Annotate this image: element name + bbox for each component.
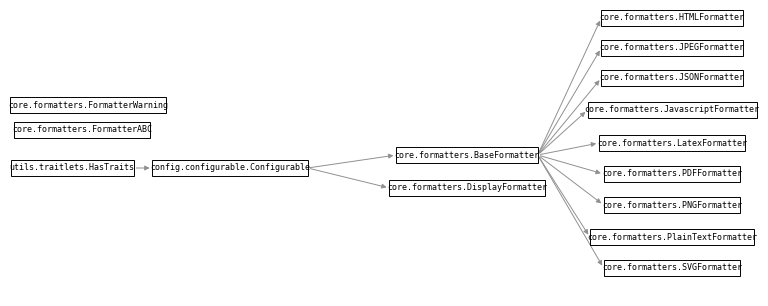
Text: core.formatters.PlainTextFormatter: core.formatters.PlainTextFormatter xyxy=(587,233,757,241)
Text: core.formatters.FormatterABC: core.formatters.FormatterABC xyxy=(12,125,152,135)
FancyBboxPatch shape xyxy=(11,97,166,113)
FancyBboxPatch shape xyxy=(604,260,740,276)
FancyBboxPatch shape xyxy=(11,160,134,176)
FancyBboxPatch shape xyxy=(152,160,308,176)
FancyBboxPatch shape xyxy=(604,197,740,213)
FancyBboxPatch shape xyxy=(601,10,743,26)
Text: core.formatters.DisplayFormatter: core.formatters.DisplayFormatter xyxy=(387,184,547,192)
Text: core.formatters.SVGFormatter: core.formatters.SVGFormatter xyxy=(602,263,742,273)
FancyBboxPatch shape xyxy=(599,135,745,151)
Text: core.formatters.JPEGFormatter: core.formatters.JPEGFormatter xyxy=(600,43,744,53)
Text: core.formatters.JSONFormatter: core.formatters.JSONFormatter xyxy=(600,73,744,83)
Text: core.formatters.PDFFormatter: core.formatters.PDFFormatter xyxy=(602,170,742,178)
Text: core.formatters.BaseFormatter: core.formatters.BaseFormatter xyxy=(395,151,539,159)
FancyBboxPatch shape xyxy=(590,229,754,245)
Text: utils.traitlets.HasTraits: utils.traitlets.HasTraits xyxy=(9,163,134,173)
Text: config.configurable.Configurable: config.configurable.Configurable xyxy=(150,163,310,173)
Text: core.formatters.JavascriptFormatter: core.formatters.JavascriptFormatter xyxy=(584,106,760,114)
FancyBboxPatch shape xyxy=(601,40,743,56)
FancyBboxPatch shape xyxy=(389,180,545,196)
Text: core.formatters.LatexFormatter: core.formatters.LatexFormatter xyxy=(597,139,747,147)
FancyBboxPatch shape xyxy=(396,147,538,163)
FancyBboxPatch shape xyxy=(601,70,743,86)
Text: core.formatters.PNGFormatter: core.formatters.PNGFormatter xyxy=(602,200,742,210)
FancyBboxPatch shape xyxy=(604,166,740,182)
Text: core.formatters.FormatterWarning: core.formatters.FormatterWarning xyxy=(8,100,168,110)
FancyBboxPatch shape xyxy=(588,102,756,118)
Text: core.formatters.HTMLFormatter: core.formatters.HTMLFormatter xyxy=(600,13,744,23)
FancyBboxPatch shape xyxy=(14,122,151,138)
